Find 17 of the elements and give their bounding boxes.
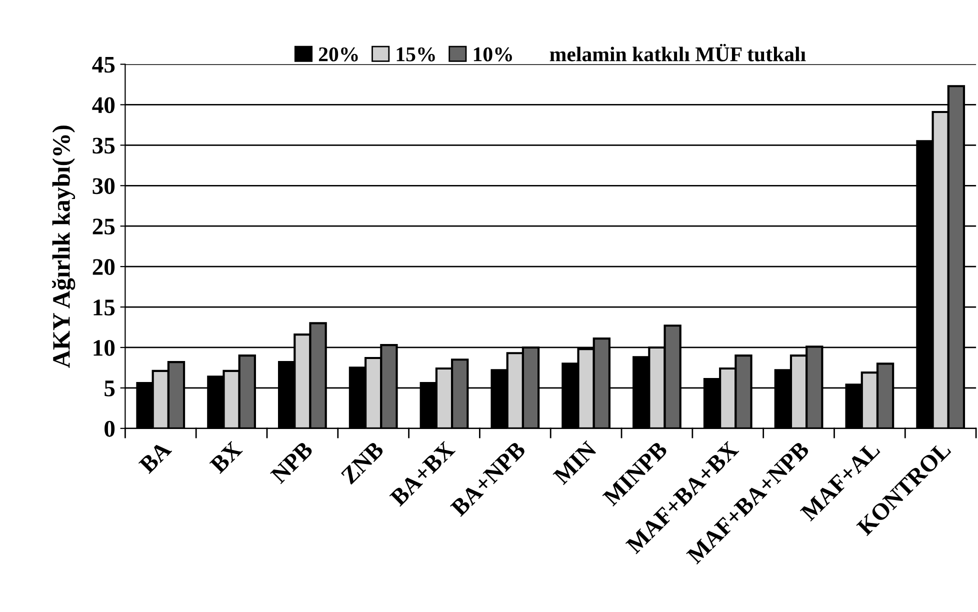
- y-tick-label: 10: [94, 340, 115, 356]
- y-tick-label: 35: [92, 138, 115, 154]
- x-tick-label: BX: [209, 440, 243, 474]
- legend-title: melamin katkılı MÜF tutkalı: [550, 44, 806, 62]
- y-tick-label: 30: [92, 178, 115, 194]
- legend-label: 15%: [396, 47, 435, 62]
- y-tick-label: 45: [92, 56, 115, 73]
- y-tick-label: 15: [94, 300, 115, 316]
- x-tick-label: BA: [138, 440, 172, 474]
- y-tick-label: 25: [92, 218, 115, 235]
- y-tick-label: 5: [104, 380, 115, 396]
- legend-label: 20%: [318, 47, 358, 62]
- y-tick-label: 0: [104, 420, 115, 437]
- y-axis-title: AKY Ağırlık kaybı(%): [52, 126, 76, 368]
- y-tick-label: 40: [92, 97, 115, 114]
- y-tick-label: 20: [92, 259, 115, 275]
- legend-label: 10%: [474, 47, 512, 62]
